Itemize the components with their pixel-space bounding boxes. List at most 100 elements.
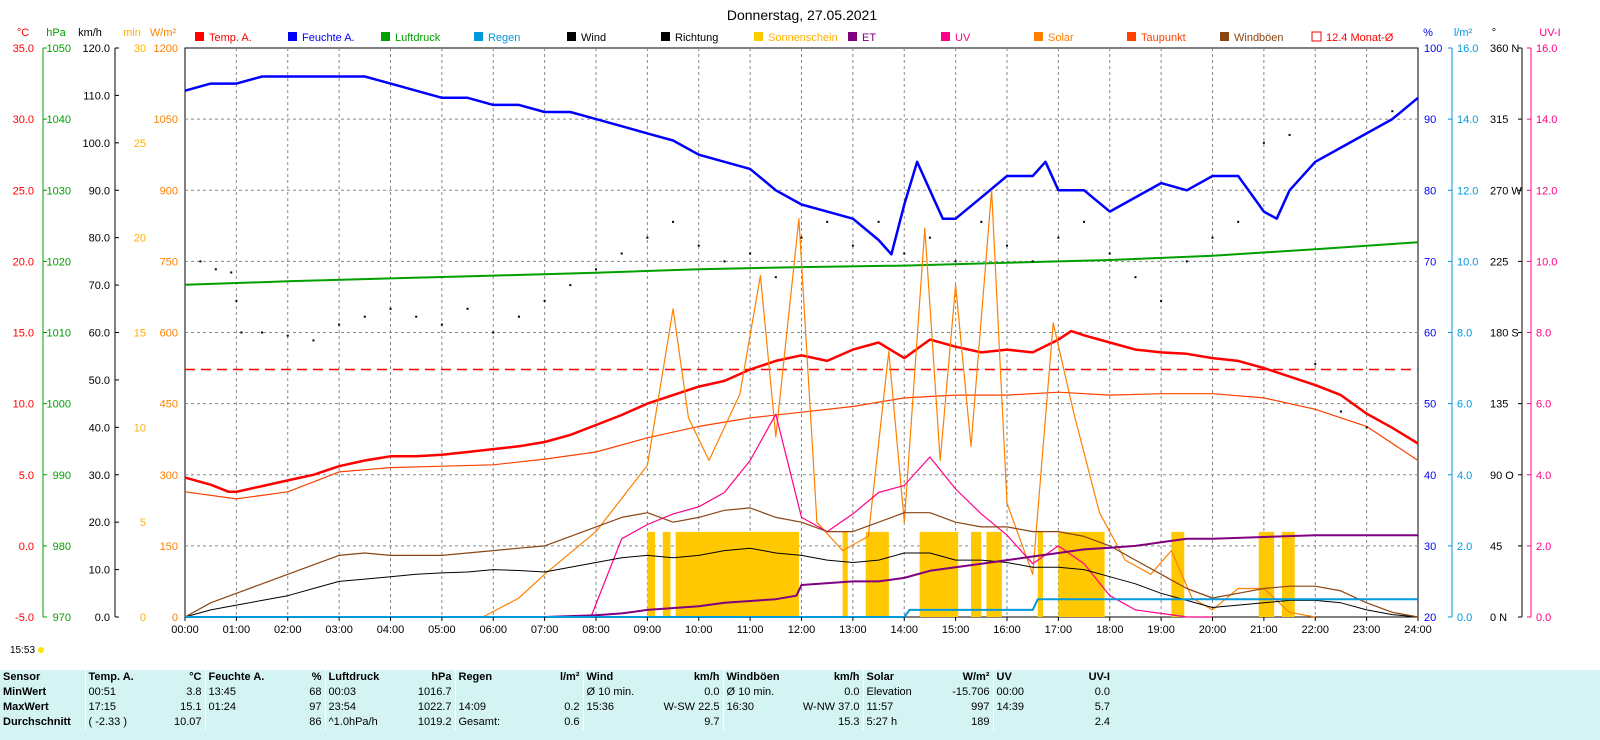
y-tick-label: 1020 [47, 256, 71, 268]
wind-direction-point [569, 284, 572, 287]
wind-direction-point [492, 331, 495, 334]
wind-direction-point [646, 236, 649, 239]
sunshine-bar [919, 531, 959, 617]
x-tick-label: 13:00 [839, 624, 867, 636]
table-row: MinWert 00:51 3.8 13:45 68 00:03 1016.7 Ø 10 mi… [0, 685, 1113, 700]
y-axis-unit: l/m² [1454, 27, 1473, 39]
y-tick-label: 80.0 [89, 233, 110, 245]
current-time: 15:53 [10, 645, 45, 656]
x-tick-label: 01:00 [223, 624, 251, 636]
y-tick-label: 30 [134, 43, 146, 55]
y-tick-label: 14.0 [1457, 114, 1478, 126]
table-cell [204, 715, 275, 730]
table-cell: 189 [971, 716, 990, 728]
y-tick-label: 10.0 [13, 399, 34, 411]
legend-label: ET [862, 32, 876, 44]
y-tick-label: 100.0 [82, 138, 110, 150]
y-tick-label: 1010 [47, 328, 71, 340]
table-cell: MaxWert [3, 701, 49, 713]
legend: Temp. A. Feuchte A. Luftdruck Regen Wind Rich… [195, 31, 1394, 44]
table-cell: 86 [309, 716, 322, 728]
table-cell: 5.7 [1094, 701, 1110, 713]
legend-swatch [288, 32, 297, 41]
y-tick-label: 30.0 [89, 470, 110, 482]
table-cell [523, 685, 583, 700]
legend-swatch [381, 32, 390, 41]
y-tick-label: 10.0 [1457, 256, 1478, 268]
y-tick-label: 900 [160, 185, 178, 197]
y-tick-label: 0.0 [95, 612, 110, 624]
y-tick-label: 16.0 [1457, 43, 1478, 55]
y-tick-label: 20.0 [89, 517, 110, 529]
wind-direction-point [1237, 220, 1240, 223]
x-tick-label: 11:00 [737, 624, 764, 636]
series-line-temp-a- [184, 329, 1419, 494]
legend-swatch [1311, 31, 1322, 42]
x-tick-label: 20:00 [1199, 624, 1227, 636]
legend-label: UV [955, 32, 971, 44]
legend-label: Wind [581, 32, 606, 44]
y-tick-label: 0 [140, 612, 146, 624]
table-cell: 14:09 [454, 700, 523, 715]
table-cell: 14:39 [992, 700, 1053, 715]
y-tick-label: 80 [1424, 185, 1436, 197]
table-cell: 1022.7 [417, 701, 452, 713]
wind-direction-point [199, 260, 202, 263]
legend-label: Richtung [675, 32, 718, 44]
y-tick-label: 0.0 [1536, 612, 1551, 624]
y-tick-label: 135 [1490, 399, 1508, 411]
sunshine-bar [986, 531, 1002, 617]
table-cell: 23:54 [324, 700, 395, 715]
x-tick-label: 24:00 [1404, 624, 1432, 636]
table-cell [454, 685, 523, 700]
y-tick-label: 990 [53, 470, 71, 482]
y-tick-label: 150 [160, 541, 178, 553]
table-header-cell: % [311, 671, 322, 683]
x-tick-label: 08:00 [582, 624, 610, 636]
wind-direction-point [1365, 426, 1368, 429]
table-row: Durchschnitt ( -2.33 ) 10.07 86 ^1.0hPa/h 101… [0, 715, 1113, 730]
y-tick-label: 600 [160, 328, 178, 340]
x-tick-label: 07:00 [531, 624, 559, 636]
table-cell: ^1.0hPa/h [324, 715, 395, 730]
y-tick-label: 360 N [1490, 43, 1519, 55]
series-line-solar [482, 189, 1316, 618]
y-tick-label: 180 S [1490, 328, 1519, 340]
table-cell: 68 [309, 686, 322, 698]
table-header-cell: Wind [582, 670, 653, 685]
series-line-uv [590, 413, 1213, 618]
y-tick-label: 10.0 [89, 565, 110, 577]
y-tick-label: 120.0 [82, 43, 110, 55]
table-cell: Ø 10 min. [582, 685, 653, 700]
wind-direction-point [415, 315, 418, 318]
table-header-cell: km/h [693, 671, 720, 683]
table-header-cell: Sensor [3, 671, 41, 683]
wind-direction-point [1391, 110, 1394, 113]
wind-direction-point [312, 339, 315, 342]
y-tick-label: 1200 [154, 43, 178, 55]
sunshine-bar [1281, 531, 1295, 617]
y-tick-label: 40.0 [89, 422, 110, 434]
legend-label: Regen [488, 32, 520, 44]
table-header-cell: Feuchte A. [204, 670, 275, 685]
series-line-windb-en [184, 507, 1419, 618]
wind-direction-point [240, 331, 243, 334]
table-header-cell: UV [992, 670, 1053, 685]
y-tick-label: 4.0 [1536, 470, 1551, 482]
legend-swatch [474, 32, 483, 41]
y-tick-label: 1030 [47, 185, 71, 197]
statistics-table: Sensor Temp. A. °C Feuchte A.% Luftdruck hPa R… [0, 670, 1600, 740]
wind-direction-point [338, 323, 341, 326]
wind-direction-point [903, 252, 906, 255]
y-tick-label: 5.0 [19, 470, 34, 482]
x-tick-label: 19:00 [1147, 624, 1175, 636]
y-tick-label: 90 O [1490, 470, 1514, 482]
y-tick-label: 315 [1490, 114, 1508, 126]
sunshine-bar [1258, 531, 1275, 617]
table-header-cell: hPa [431, 671, 452, 683]
y-tick-label: 970 [53, 612, 71, 624]
legend-label: Luftdruck [395, 32, 441, 44]
current-time-label: 15:53 [10, 645, 36, 656]
table-cell: 15.1 [180, 701, 202, 713]
table-cell: 15:36 [582, 700, 653, 715]
